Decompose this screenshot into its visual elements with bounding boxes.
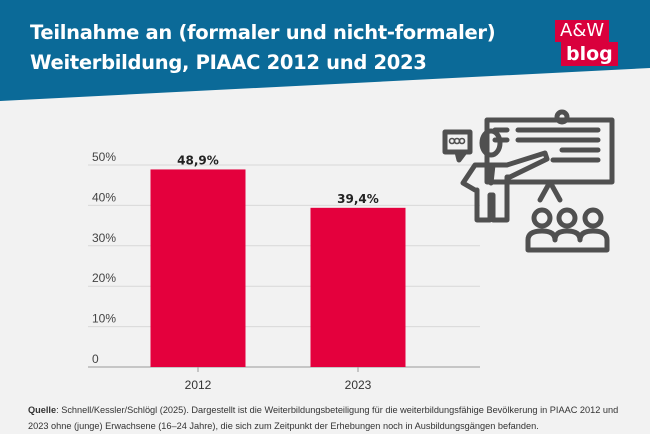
data-label: 39,4% bbox=[337, 192, 379, 206]
y-tick-label: 40% bbox=[92, 190, 116, 204]
y-tick-label: 20% bbox=[92, 271, 116, 285]
x-tick-label: 2023 bbox=[345, 378, 372, 392]
page-title: Teilnahme an (formaler und nicht-formale… bbox=[30, 18, 496, 78]
data-label: 48,9% bbox=[177, 153, 219, 167]
y-tick-label: 0 bbox=[92, 352, 99, 366]
bar-2012 bbox=[150, 169, 246, 367]
title-line-1: Teilnahme an (formaler und nicht-formale… bbox=[30, 21, 496, 44]
y-tick-label: 30% bbox=[92, 231, 116, 245]
logo-blog: blog bbox=[561, 42, 618, 66]
bar-2023 bbox=[310, 207, 406, 367]
source-text: : Schnell/Kessler/Schlögl (2025). Darges… bbox=[28, 405, 619, 431]
y-tick-label: 50% bbox=[92, 150, 116, 164]
logo-aw: A&W bbox=[555, 20, 610, 42]
aw-blog-logo[interactable]: A&W blog bbox=[555, 20, 618, 66]
bar-chart: 0 10% 20% 30% 40% 50% 48,9% 2012 39,4% 2023 bbox=[88, 150, 480, 392]
source-label: Quelle bbox=[28, 405, 57, 415]
header-banner bbox=[0, 0, 650, 101]
presentation-teacher-audience-icon bbox=[442, 109, 615, 253]
title-line-2: Weiterbildung, PIAAC 2012 und 2023 bbox=[30, 51, 427, 74]
x-tick-label: 2012 bbox=[185, 378, 212, 392]
y-tick-label: 10% bbox=[92, 312, 116, 326]
source-note: Quelle: Schnell/Kessler/Schlögl (2025). … bbox=[28, 402, 638, 434]
